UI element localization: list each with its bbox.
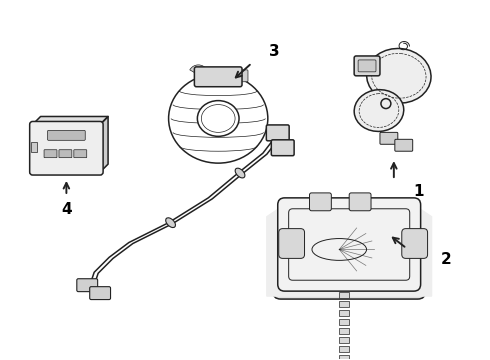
Text: 2: 2 bbox=[441, 252, 451, 267]
FancyBboxPatch shape bbox=[354, 56, 380, 76]
FancyBboxPatch shape bbox=[232, 70, 248, 82]
Bar bbox=[339, 319, 349, 325]
FancyBboxPatch shape bbox=[90, 287, 111, 300]
FancyBboxPatch shape bbox=[267, 125, 289, 141]
FancyBboxPatch shape bbox=[278, 198, 420, 291]
FancyBboxPatch shape bbox=[44, 150, 57, 158]
Polygon shape bbox=[100, 117, 108, 172]
FancyBboxPatch shape bbox=[380, 132, 398, 144]
Polygon shape bbox=[267, 205, 432, 296]
Bar bbox=[339, 355, 349, 360]
Ellipse shape bbox=[166, 218, 175, 228]
FancyBboxPatch shape bbox=[59, 150, 72, 158]
Bar bbox=[339, 346, 349, 352]
FancyBboxPatch shape bbox=[310, 193, 331, 211]
Bar bbox=[31, 142, 37, 152]
FancyBboxPatch shape bbox=[358, 60, 376, 72]
FancyBboxPatch shape bbox=[349, 193, 371, 211]
Ellipse shape bbox=[367, 49, 431, 103]
Text: 4: 4 bbox=[61, 202, 72, 217]
Bar bbox=[339, 337, 349, 343]
FancyBboxPatch shape bbox=[77, 279, 98, 292]
FancyBboxPatch shape bbox=[195, 67, 242, 87]
Wedge shape bbox=[190, 65, 207, 75]
FancyBboxPatch shape bbox=[279, 229, 305, 258]
Ellipse shape bbox=[354, 90, 404, 131]
FancyBboxPatch shape bbox=[74, 150, 87, 158]
Text: 3: 3 bbox=[270, 44, 280, 59]
FancyBboxPatch shape bbox=[402, 229, 428, 258]
Polygon shape bbox=[33, 117, 108, 125]
FancyBboxPatch shape bbox=[30, 121, 103, 175]
FancyBboxPatch shape bbox=[395, 139, 413, 151]
Bar bbox=[339, 301, 349, 307]
Ellipse shape bbox=[235, 168, 245, 178]
Bar bbox=[339, 328, 349, 334]
Bar bbox=[339, 310, 349, 316]
FancyBboxPatch shape bbox=[271, 140, 294, 156]
Bar bbox=[339, 292, 349, 298]
Text: 1: 1 bbox=[414, 184, 424, 199]
Ellipse shape bbox=[197, 100, 239, 136]
FancyBboxPatch shape bbox=[273, 212, 426, 299]
FancyBboxPatch shape bbox=[48, 130, 85, 140]
